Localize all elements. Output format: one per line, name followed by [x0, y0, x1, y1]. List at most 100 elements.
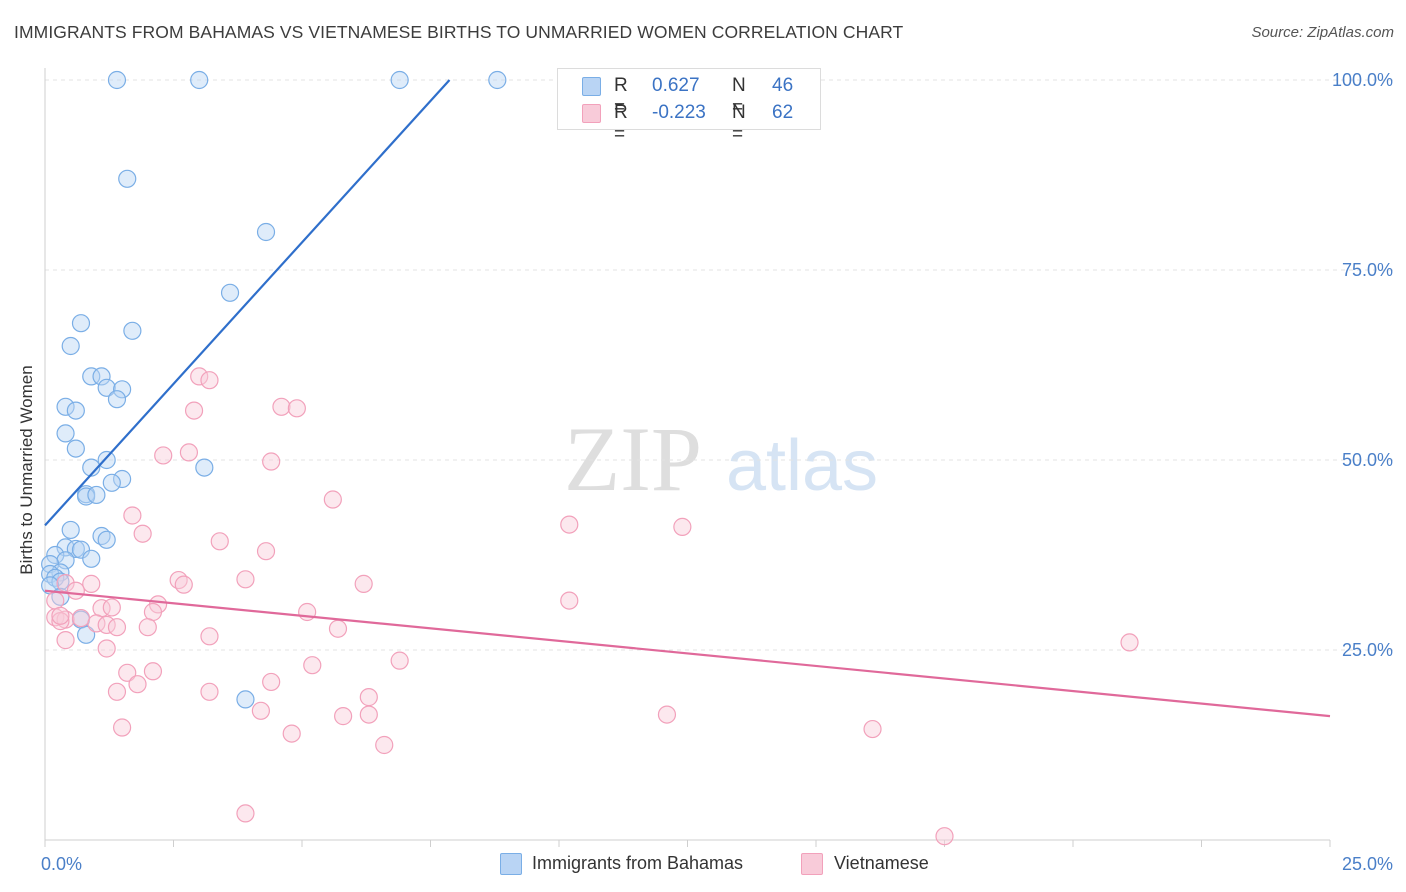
series-1-point-17: [236, 570, 255, 589]
zipatlas-watermark: ZIP atlas: [564, 408, 878, 510]
y-tick-label-0: 25.0%: [1342, 640, 1393, 660]
series-1-point-14: [256, 542, 276, 561]
series-0-point-1: [190, 70, 209, 90]
y-axis-label: Births to Unmarried Women: [17, 365, 36, 575]
series-0-point-7: [71, 314, 91, 333]
series-1-point-21: [66, 581, 85, 600]
series-1-point-3: [287, 399, 306, 418]
series-1-point-55: [112, 718, 132, 737]
chart-title: IMMIGRANTS FROM BAHAMAS VS VIETNAMESE BI…: [14, 22, 904, 42]
series-1-point-10: [673, 517, 692, 536]
series-0-point-21: [195, 458, 214, 477]
x-tick-label-0: 0.0%: [41, 854, 82, 874]
series-1-point-16: [174, 575, 193, 594]
series-0-point-10: [82, 367, 101, 386]
series-1-point-58: [375, 735, 394, 755]
series-1-point-12: [133, 524, 152, 543]
legend-r-value: 0.627: [652, 75, 700, 96]
series-1-point-6: [179, 443, 199, 462]
watermark-zip: ZIP: [564, 408, 702, 510]
series-1-point-32: [51, 612, 70, 631]
series-1-point-19: [82, 574, 101, 593]
series-1-point-27: [560, 591, 579, 610]
legend-n-value: 46: [772, 75, 794, 96]
series-1-point-39: [56, 631, 75, 650]
series-1-point-48: [107, 682, 127, 701]
y-tick-labels: 25.0% 50.0% 75.0% 100.0%: [1332, 70, 1393, 660]
legend-r-label: R =: [614, 102, 628, 145]
series-0-point-31: [66, 539, 85, 559]
series-0-point-44: [77, 625, 96, 644]
series-1-point-5: [154, 446, 173, 465]
series-0-point-19: [97, 450, 116, 470]
series-0-point-17: [56, 424, 75, 443]
series-0-point-6: [220, 283, 240, 302]
series-1-point-31: [71, 608, 91, 628]
x-tick-label-1: 25.0%: [1342, 854, 1393, 874]
series-0-point-12: [97, 378, 116, 397]
series-1-point-9: [560, 515, 579, 534]
series-0-point-20: [82, 458, 101, 477]
legend-swatch-bahamas: [582, 77, 601, 96]
series-1-point-47: [262, 672, 281, 692]
y-tick-label-3: 100.0%: [1332, 70, 1393, 90]
series-1-point-37: [328, 619, 348, 638]
series-0-points: [41, 70, 507, 709]
series-1-point-42: [390, 651, 409, 670]
series-1-point-44: [143, 662, 163, 681]
series-1-point-7: [262, 452, 281, 471]
series-1-point-50: [359, 688, 378, 707]
series-1-point-60: [935, 827, 954, 846]
series-0-point-45: [236, 690, 255, 709]
series-1-point-49: [200, 682, 219, 701]
series-1-point-54: [251, 701, 270, 720]
series-0-point-32: [71, 540, 91, 559]
legend-bottom-label-bahamas: Immigrants from Bahamas: [532, 853, 744, 873]
legend-r-value: -0.223: [652, 102, 706, 123]
series-1-point-45: [118, 663, 137, 682]
series-1-point-22: [46, 591, 65, 610]
series-1-point-36: [138, 618, 157, 637]
series-1-point-0: [190, 367, 209, 386]
y-tick-label-2: 75.0%: [1342, 260, 1393, 280]
trend-line-1: [44, 589, 1331, 718]
series-0-point-3: [488, 70, 507, 90]
legend-stats: R = 0.627 N = 46 R = -0.223 N = 62: [557, 68, 821, 145]
series-0-point-14: [107, 390, 127, 409]
legend-n-label: N =: [732, 75, 746, 118]
series-0-point-22: [112, 469, 132, 489]
series-1-point-11: [123, 506, 142, 525]
series-1-point-35: [107, 618, 127, 637]
series-0-point-26: [87, 485, 106, 505]
series-1-point-46: [128, 675, 147, 694]
series-0-point-18: [66, 439, 85, 458]
watermark-atlas: atlas: [726, 426, 878, 506]
series-0-point-8: [123, 321, 142, 340]
series-0-point-27: [61, 520, 80, 540]
series-1-point-56: [863, 719, 882, 739]
series-1-point-41: [1120, 633, 1139, 652]
series-1-point-13: [210, 532, 229, 551]
series-0-point-11: [92, 367, 111, 386]
series-1-point-2: [272, 397, 291, 416]
series-1-point-18: [354, 574, 373, 593]
series-1-point-51: [359, 705, 378, 724]
series-0-point-35: [82, 549, 101, 568]
series-1-point-53: [657, 705, 677, 724]
series-1-point-57: [282, 724, 301, 743]
legend-swatch-vietnamese: [582, 104, 601, 123]
series-1-point-59: [236, 804, 255, 823]
series-1-point-52: [334, 707, 353, 726]
trend-lines: [44, 79, 1331, 718]
series-0-point-2: [390, 70, 409, 90]
legend-r-label: R =: [614, 75, 628, 118]
series-0-point-16: [66, 401, 85, 420]
series-0-point-5: [256, 222, 276, 242]
series-0-point-4: [118, 169, 137, 188]
x-tick-labels: 0.0% 25.0%: [41, 854, 1393, 874]
series-1-point-61: [51, 606, 70, 625]
legend-bottom-swatch-bahamas: [500, 853, 522, 875]
chart-source: Source: ZipAtlas.com: [1251, 24, 1394, 41]
series-1-point-40: [97, 639, 116, 658]
